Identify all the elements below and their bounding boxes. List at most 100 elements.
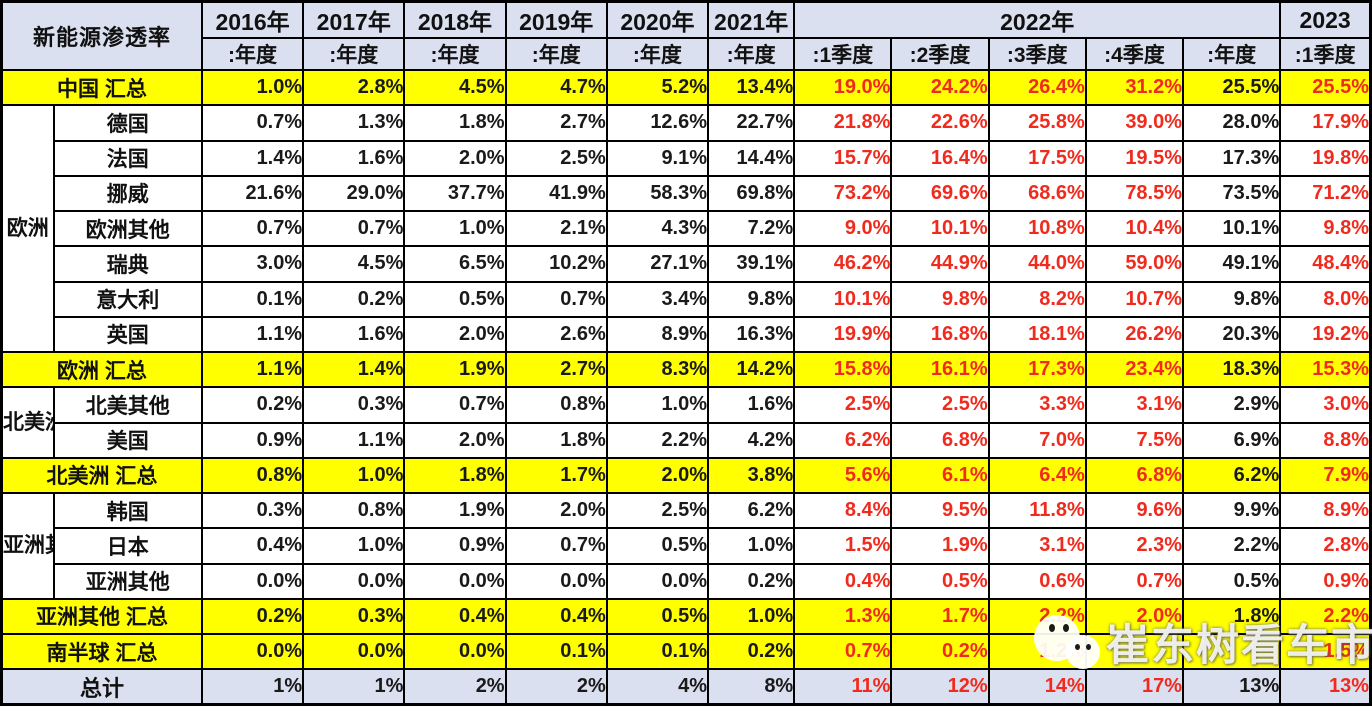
value-cell: 2.8% <box>1279 527 1372 565</box>
value-cell: 6.4% <box>987 456 1087 495</box>
value-cell: 16.4% <box>890 139 990 177</box>
value-cell: 5.2% <box>605 68 710 107</box>
value-cell: 2.3% <box>1084 527 1185 565</box>
row-label: 中国 汇总 <box>0 68 203 107</box>
value-cell: 6.5% <box>403 245 507 283</box>
value-cell: 5.6% <box>793 456 893 495</box>
value-cell: 4.5% <box>403 68 507 107</box>
year-header: 2021年 <box>707 0 796 39</box>
row-label: 南半球 汇总 <box>0 632 203 671</box>
value-cell: 46.2% <box>793 245 893 283</box>
value-cell: 9.8% <box>890 280 990 318</box>
value-cell: 26.4% <box>987 68 1087 107</box>
year-header: 2017年 <box>302 0 406 39</box>
table-row: 亚洲其他 0.0% 0.0% 0.0% 0.0% 0.0% 0.2% 0.4% 0.5% 0.6%… <box>2 562 1372 600</box>
value-cell: 0.0% <box>403 632 507 671</box>
value-cell: 29.0% <box>302 174 406 213</box>
value-cell: 16.8% <box>890 315 990 354</box>
value-cell: 69.6% <box>890 174 990 213</box>
value-cell: 58.3% <box>605 174 710 213</box>
value-cell: 25.5% <box>1182 68 1282 107</box>
value-cell: 1.8% <box>403 104 507 142</box>
value-cell: 73.2% <box>793 174 893 213</box>
value-cell: 0.5% <box>605 597 710 636</box>
value-cell: 9.5% <box>890 491 990 530</box>
row-label: 挪威 <box>52 174 203 213</box>
value-cell: 0.2% <box>707 632 796 671</box>
value-cell: 0.0% <box>302 562 406 600</box>
value-cell: 28.0% <box>1182 104 1282 142</box>
year-header: 2016年 <box>200 0 305 39</box>
value-cell: 23.4% <box>1084 350 1185 389</box>
value-cell: 19.0% <box>793 68 893 107</box>
value-cell: 1.0% <box>200 68 305 107</box>
value-cell: 6.2% <box>1182 456 1282 495</box>
value-cell: 2.2% <box>1182 527 1282 565</box>
value-cell: 0.2% <box>707 562 796 600</box>
value-cell: 0.3% <box>302 597 406 636</box>
row-label: 英国 <box>52 315 203 354</box>
value-cell: 17.5% <box>987 139 1087 177</box>
value-cell: 15.3% <box>1279 350 1372 389</box>
value-cell: 13% <box>1279 668 1372 706</box>
value-cell: 11% <box>793 668 893 706</box>
row-label: 亚洲其他 <box>52 562 203 600</box>
value-cell: 78.5% <box>1084 174 1185 213</box>
value-cell: 19.2% <box>1279 315 1372 354</box>
table-row: 意大利 0.1% 0.2% 0.5% 0.7% 3.4% 9.8% 10.1% 9.8% 8.2%… <box>2 280 1372 318</box>
table-row: 欧洲 德国 0.7% 1.3% 1.8% 2.7% 12.6% 22.7% 21.8% 22.6%… <box>0 104 1372 353</box>
value-cell: 1.6% <box>707 386 796 424</box>
value-cell <box>1182 632 1282 671</box>
value-cell: 0.7% <box>200 209 305 248</box>
value-cell: 8.2% <box>987 280 1087 318</box>
region-cell: 欧洲 <box>0 104 55 353</box>
value-cell: 2.7% <box>504 104 608 142</box>
period-header: :1季度 <box>1279 37 1372 71</box>
value-cell: 0.5% <box>403 280 507 318</box>
value-cell: 1.8% <box>403 456 507 495</box>
value-cell: 8.9% <box>605 315 710 354</box>
value-cell: 8.9% <box>1279 491 1372 530</box>
value-cell: 1.0% <box>302 456 406 495</box>
value-cell: 0.0% <box>403 562 507 600</box>
value-cell: 2.0% <box>504 491 608 530</box>
row-label: 德国 <box>52 104 203 142</box>
value-cell: 0.4% <box>403 597 507 636</box>
value-cell: 0.1% <box>504 632 608 671</box>
period-header: :年度 <box>302 37 406 71</box>
value-cell: 25.8% <box>987 104 1087 142</box>
value-cell: 21.8% <box>793 104 893 142</box>
row-label: 日本 <box>52 527 203 565</box>
value-cell: 4.7% <box>504 68 608 107</box>
value-cell: 6.8% <box>1084 456 1185 495</box>
value-cell: 1.0% <box>707 527 796 565</box>
value-cell: 1.5% <box>793 527 893 565</box>
table-row: 日本 0.4% 1.0% 0.9% 0.7% 0.5% 1.0% 1.5% 1.9% 3.1% 2.… <box>2 527 1372 565</box>
value-cell: 2.5% <box>793 386 893 424</box>
value-cell: 1% <box>302 668 406 706</box>
value-cell: 27.1% <box>605 245 710 283</box>
value-cell: 0.5% <box>605 527 710 565</box>
value-cell: 2.0% <box>605 456 710 495</box>
period-header: :2季度 <box>890 37 990 71</box>
value-cell: 0.1% <box>605 632 710 671</box>
value-cell: 2.6% <box>504 315 608 354</box>
value-cell: 1.0% <box>302 527 406 565</box>
value-cell: 0.4% <box>200 527 305 565</box>
value-cell: 1.0% <box>605 386 710 424</box>
period-header: :年度 <box>200 37 305 71</box>
value-cell: 0.9% <box>200 421 305 459</box>
value-cell: 0.7% <box>403 386 507 424</box>
table-row: 瑞典 3.0% 4.5% 6.5% 10.2% 27.1% 39.1% 46.2% 44.9% 4… <box>2 245 1372 283</box>
value-cell: 21.6% <box>200 174 305 213</box>
value-cell: 10.4% <box>1084 209 1185 248</box>
region-cell: 亚洲其他 <box>0 492 55 600</box>
period-header: :年度 <box>1182 37 1282 71</box>
row-label: 法国 <box>52 139 203 177</box>
value-cell: 7.9% <box>1279 456 1372 495</box>
value-cell: 1.8% <box>504 421 608 459</box>
value-cell: 8.3% <box>605 350 710 389</box>
value-cell: 17.9% <box>1279 104 1372 142</box>
value-cell: 1.6% <box>302 139 406 177</box>
value-cell: 0.3% <box>200 491 305 530</box>
